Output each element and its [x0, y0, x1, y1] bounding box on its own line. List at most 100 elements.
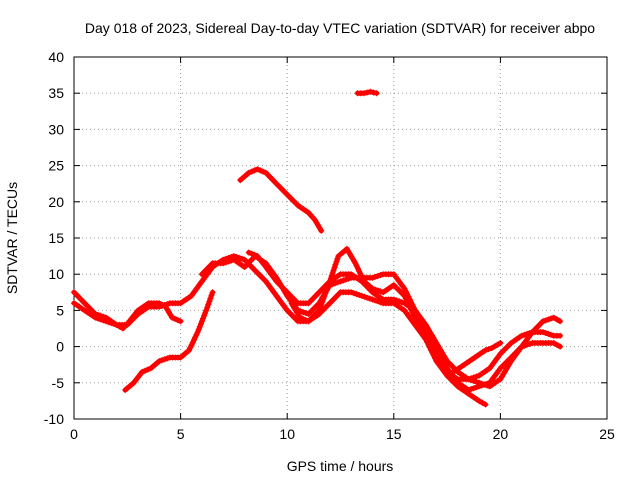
data-point — [540, 329, 546, 336]
data-point — [164, 301, 171, 308]
y-axis-label: SDTVAR / TECUs — [4, 182, 20, 294]
data-point — [254, 166, 261, 173]
data-point — [169, 314, 176, 321]
data-point — [377, 272, 384, 279]
data-point — [473, 373, 480, 380]
data-point — [203, 307, 210, 314]
y-tick-label: -10 — [44, 411, 64, 427]
data-point — [370, 89, 377, 96]
data-point — [348, 289, 355, 296]
series-track-d — [245, 249, 564, 390]
y-tick-label: 40 — [48, 49, 64, 65]
data-point — [92, 314, 99, 321]
data-point — [540, 318, 546, 325]
y-tick-label: 20 — [48, 194, 64, 210]
data-point — [405, 301, 412, 308]
chart-title: Day 018 of 2023, Sidereal Day-to-day VTE… — [85, 20, 595, 36]
data-point — [353, 291, 360, 298]
y-tick-label: 0 — [56, 339, 64, 355]
series-track-e — [288, 245, 489, 408]
data-point — [108, 320, 115, 327]
series-track-f — [122, 289, 216, 393]
data-point — [361, 293, 368, 300]
data-point — [161, 302, 168, 308]
data-point — [526, 340, 533, 347]
data-point — [413, 317, 420, 324]
data-point — [245, 169, 252, 176]
data-point — [485, 346, 492, 353]
data-point — [428, 347, 435, 354]
series-track-h — [354, 88, 380, 97]
data-point — [328, 272, 335, 279]
data-point — [553, 341, 560, 348]
data-point — [340, 277, 347, 284]
data-point — [300, 309, 307, 316]
data-point — [197, 321, 204, 327]
x-tick-label: 25 — [599, 426, 615, 442]
data-point — [332, 280, 339, 287]
data-point — [103, 318, 109, 325]
data-point — [518, 332, 525, 339]
data-point — [318, 227, 325, 234]
data-point — [202, 310, 209, 317]
data-point — [545, 330, 552, 337]
data-point — [225, 258, 232, 265]
data-point — [372, 286, 379, 293]
data-point — [350, 290, 357, 297]
data-point — [550, 340, 557, 346]
data-point — [330, 267, 337, 274]
data-point — [164, 355, 171, 362]
data-point — [245, 249, 252, 256]
data-point — [404, 298, 411, 305]
data-point — [417, 325, 424, 332]
data-point — [200, 315, 206, 322]
data-point — [468, 386, 475, 393]
data-point — [95, 315, 101, 322]
data-point — [482, 401, 489, 408]
data-point — [410, 311, 417, 318]
data-point — [542, 330, 549, 336]
data-point — [430, 352, 437, 359]
data-point — [332, 261, 339, 268]
data-point — [208, 292, 215, 299]
data-point — [374, 273, 381, 279]
x-tick-label: 20 — [493, 426, 509, 442]
data-point — [550, 314, 557, 321]
data-point — [470, 385, 477, 392]
data-point — [420, 330, 427, 337]
x-tick-label: 5 — [177, 426, 185, 442]
data-point — [374, 298, 381, 305]
data-point — [473, 384, 480, 391]
data-point — [432, 355, 439, 362]
data-point — [201, 312, 208, 319]
data-point — [367, 88, 374, 95]
series-track-g — [237, 166, 325, 234]
data-point — [327, 275, 334, 282]
data-point — [192, 334, 199, 341]
data-point — [248, 168, 255, 175]
data-point — [369, 296, 376, 303]
data-point — [334, 255, 341, 262]
data-point — [364, 294, 371, 301]
data-point — [196, 323, 203, 330]
data-point — [421, 333, 428, 340]
data-point — [557, 343, 564, 350]
data-point — [356, 292, 363, 298]
data-point — [393, 297, 400, 304]
data-point — [198, 318, 205, 325]
data-point — [238, 255, 245, 262]
data-point — [377, 288, 384, 295]
x-tick-label: 10 — [279, 426, 295, 442]
data-point — [369, 274, 376, 281]
data-point — [429, 349, 436, 356]
data-point — [100, 317, 107, 324]
y-tick-label: 15 — [48, 230, 64, 246]
data-point — [105, 319, 112, 326]
data-point — [158, 357, 165, 364]
data-point — [209, 289, 216, 296]
data-point — [171, 315, 178, 322]
y-tick-label: 25 — [48, 158, 64, 174]
axis-ticks: 0 5 10 15 20 25 -10 -5 0 5 10 15 20 25 30 35 40 — [44, 49, 615, 442]
data-point — [194, 329, 201, 336]
data-point — [297, 314, 303, 321]
